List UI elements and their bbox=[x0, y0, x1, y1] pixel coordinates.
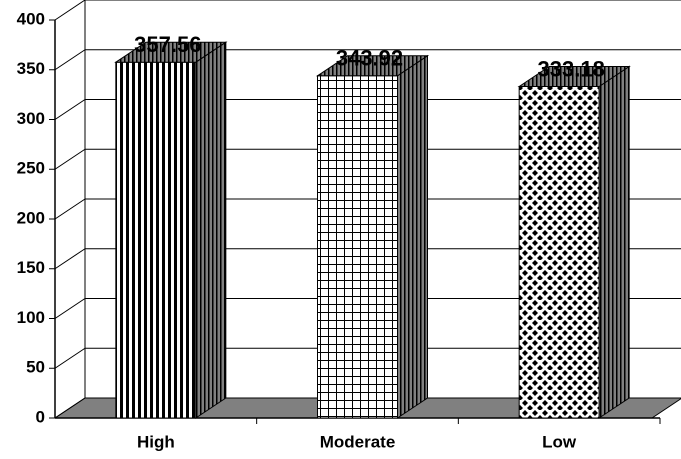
value-label: 357.56 bbox=[134, 32, 201, 57]
x-tick-label: Low bbox=[542, 432, 577, 451]
bar-side bbox=[598, 65, 630, 419]
y-tick-label: 150 bbox=[17, 258, 45, 277]
y-tick-label: 300 bbox=[17, 109, 45, 128]
bar-side bbox=[397, 54, 428, 419]
y-tick-label: 0 bbox=[36, 407, 45, 426]
bar-top bbox=[517, 65, 631, 87]
bar-top bbox=[114, 41, 228, 63]
grid-line bbox=[54, 397, 86, 419]
bar-top bbox=[315, 55, 430, 77]
bar bbox=[317, 75, 398, 419]
grid-line bbox=[54, 347, 86, 369]
bar-side bbox=[195, 41, 227, 419]
value-label: 333.18 bbox=[538, 56, 605, 81]
y-tick-label: 50 bbox=[26, 358, 45, 377]
grid-line bbox=[54, 0, 86, 21]
bar bbox=[115, 61, 197, 419]
y-tick-label: 100 bbox=[17, 308, 45, 327]
y-tick-label: 200 bbox=[17, 208, 45, 227]
x-tick-label: Moderate bbox=[320, 432, 396, 451]
grid-line bbox=[54, 148, 86, 170]
grid-line bbox=[54, 49, 86, 71]
grid-line bbox=[54, 198, 86, 220]
x-tick-label: High bbox=[137, 432, 175, 451]
grid-line bbox=[54, 298, 86, 319]
grid-line bbox=[54, 99, 86, 120]
value-label: 343.92 bbox=[336, 46, 403, 71]
y-tick-label: 400 bbox=[17, 9, 45, 28]
y-tick-label: 250 bbox=[17, 159, 45, 178]
bar bbox=[518, 85, 600, 419]
grid-line bbox=[54, 248, 86, 270]
y-tick-label: 350 bbox=[17, 59, 45, 78]
